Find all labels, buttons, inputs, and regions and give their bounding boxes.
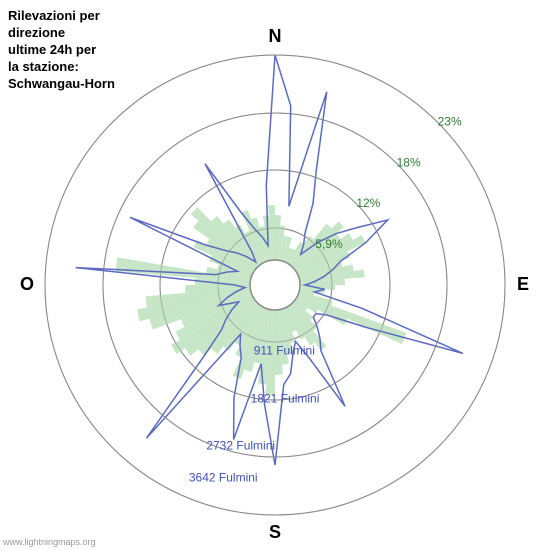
compass-label: O: [20, 274, 34, 294]
compass-label: S: [269, 522, 281, 542]
pct-ring-label: 12%: [356, 196, 380, 210]
polar-chart: Rilevazioni per direzione ultime 24h per…: [0, 0, 550, 550]
compass-label: E: [517, 274, 529, 294]
chart-svg: N E S O 5,9% 12% 18% 23% 911 Fulmini 1821 Fulmini…: [0, 0, 550, 550]
pct-ring-label: 18%: [397, 156, 421, 170]
compass-label: N: [269, 26, 282, 46]
footer-attribution: www.lightningmaps.org: [3, 537, 96, 547]
pct-ring-label: 5,9%: [315, 237, 343, 251]
pct-ring-label: 23%: [438, 115, 462, 129]
count-ring-label: 2732 Fulmini: [206, 439, 275, 453]
count-ring-label: 1821 Fulmini: [251, 392, 320, 406]
count-ring-label: 911 Fulmini: [254, 344, 315, 358]
count-ring-label: 3642 Fulmini: [189, 470, 258, 484]
